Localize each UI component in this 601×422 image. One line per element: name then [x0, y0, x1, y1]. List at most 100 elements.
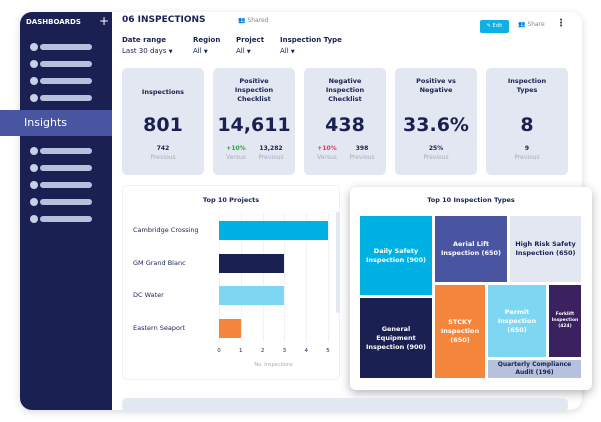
- users-icon: 👥: [238, 17, 246, 24]
- placeholder-label: [40, 95, 92, 101]
- filter-label: Project: [236, 36, 265, 44]
- sidebar-item[interactable]: [30, 43, 92, 51]
- cell-label: Forklift Inspection: [551, 312, 579, 323]
- kpi-card: Positive vs Negative 33.6% 25% Previous: [395, 68, 477, 175]
- kpi-value: 801: [143, 114, 183, 136]
- gridline: [328, 212, 329, 342]
- gridline: [284, 212, 286, 342]
- bar[interactable]: [219, 286, 285, 305]
- treemap-cell[interactable]: Quarterly Compliance Audit (196): [488, 360, 581, 378]
- kpi-title: Inspections: [141, 88, 185, 96]
- sidebar-item[interactable]: [30, 215, 92, 223]
- cell-text: High Risk Safety Inspection (650): [512, 240, 579, 258]
- cell-value: (900): [406, 342, 427, 351]
- bar[interactable]: [219, 318, 241, 338]
- placeholder-label: [40, 61, 92, 67]
- gridline: [219, 212, 220, 342]
- shared-label: Shared: [247, 17, 269, 24]
- placeholder-label: [40, 78, 92, 84]
- tick-label: 1: [239, 348, 243, 354]
- treemap-cell[interactable]: Forklift Inspection (424): [549, 285, 581, 357]
- sidebar-item[interactable]: [30, 181, 92, 189]
- sidebar-heading: DASHBOARDS: [26, 18, 81, 26]
- filter-3[interactable]: Inspection Type All ▼: [280, 36, 342, 55]
- sidebar-item[interactable]: [30, 198, 92, 206]
- chart-title: Top 10 Projects: [202, 196, 260, 204]
- filter-2[interactable]: Project All ▼: [236, 36, 264, 55]
- sidebar-item[interactable]: [30, 164, 92, 172]
- cell-label: Aerial Lift Inspection: [440, 240, 490, 257]
- kpi-value: 14,611: [217, 114, 291, 136]
- treemap-cell[interactable]: High Risk Safety Inspection (650): [510, 216, 581, 282]
- cell-label: STCKY Inspection: [440, 318, 480, 335]
- bar-label: Eastern Seaport: [133, 323, 186, 332]
- kpi-card: Inspections 801 742 Previous: [122, 68, 204, 175]
- treemap-cell[interactable]: General Equipment Inspection (900): [360, 298, 432, 378]
- plus-icon[interactable]: +: [99, 14, 110, 28]
- cell-text: Forklift Inspection (424): [551, 312, 579, 330]
- versus-label: Versus: [226, 154, 246, 161]
- dot-icon: [30, 77, 38, 85]
- kpi-value: 8: [520, 114, 534, 136]
- previous-value: 25%: [428, 145, 444, 152]
- sidebar-item[interactable]: [30, 60, 92, 68]
- sidebar-item[interactable]: [30, 94, 92, 102]
- sidebar-item-insights[interactable]: Insights: [0, 110, 112, 136]
- treemap-cell[interactable]: Permit Inspection (650): [488, 285, 546, 357]
- filter-0[interactable]: Date range Last 30 days ▼: [122, 36, 173, 55]
- cell-label: Daily Safety Inspection: [365, 246, 419, 264]
- placeholder-label: [40, 216, 92, 222]
- cell-value: (650): [507, 325, 527, 334]
- kpi-value: 438: [325, 114, 365, 136]
- cell-label: Quarterly Compliance Audit: [497, 361, 572, 376]
- filter-1[interactable]: Region All ▼: [193, 36, 220, 55]
- tick-label: 2: [260, 348, 265, 354]
- versus-value: +10%: [226, 145, 246, 152]
- kebab-menu-icon[interactable]: ⋮: [556, 18, 566, 29]
- placeholder-label: [40, 165, 92, 171]
- tick-label: 0: [217, 348, 221, 354]
- previous-label: Previous: [150, 154, 176, 161]
- cell-value: (196): [535, 369, 554, 376]
- bar[interactable]: [219, 221, 328, 240]
- cell-text: General Equipment Inspection (900): [362, 325, 430, 352]
- filter-value: All: [236, 47, 245, 55]
- cell-value: (900): [406, 255, 427, 264]
- filter-label: Inspection Type: [280, 36, 342, 44]
- shared-indicator[interactable]: 👥 Shared: [238, 17, 269, 24]
- cell-text: Daily Safety Inspection (900): [362, 247, 430, 265]
- cell-label: Permit Inspection: [497, 307, 537, 325]
- bar[interactable]: [219, 253, 285, 273]
- cell-text: STCKY Inspection (650): [437, 318, 483, 345]
- scrollbar[interactable]: [336, 212, 340, 313]
- tick-label: 5: [326, 348, 330, 354]
- bar-label: Cambridge Crossing: [133, 226, 199, 234]
- share-label: Share: [527, 21, 545, 28]
- previous-label: Previous: [423, 154, 449, 161]
- bar-label: DC Water: [133, 291, 164, 299]
- gridline: [306, 212, 308, 342]
- chevron-down-icon: ▼: [290, 49, 295, 55]
- sidebar-item[interactable]: [30, 147, 92, 155]
- sidebar: [20, 12, 112, 410]
- edit-button[interactable]: ✎ Edit: [480, 20, 509, 33]
- cell-label: High Risk Safety Inspection: [515, 240, 576, 257]
- kpi-title: Negative Inspection Checklist: [325, 77, 365, 103]
- bottom-panel: [122, 398, 568, 412]
- share-button[interactable]: 👥 Share: [518, 21, 545, 28]
- kpi-title: Positive Inspection Checklist: [234, 77, 274, 103]
- versus-value: +10%: [317, 145, 337, 152]
- sidebar-item[interactable]: [30, 77, 92, 85]
- previous-value: 742: [156, 145, 170, 152]
- previous-value: 9: [524, 145, 530, 152]
- dot-icon: [30, 181, 38, 189]
- treemap-cell[interactable]: STCKY Inspection (650): [435, 285, 485, 378]
- filter-label: Region: [193, 36, 221, 44]
- treemap-cell[interactable]: Aerial Lift Inspection (650): [435, 216, 507, 282]
- treemap-cell[interactable]: Daily Safety Inspection (900): [360, 216, 432, 295]
- previous-value: 13,282: [259, 145, 283, 152]
- kpi-title: Inspection Types: [507, 77, 547, 94]
- filter-label: Date range: [122, 36, 166, 44]
- cell-text: Quarterly Compliance Audit (196): [490, 361, 579, 377]
- dot-icon: [30, 147, 38, 155]
